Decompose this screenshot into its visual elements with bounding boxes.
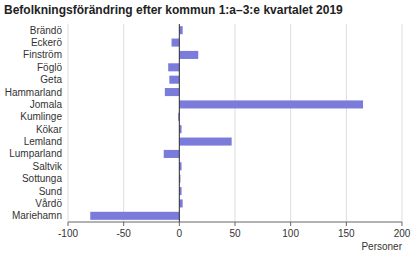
tick-label: 100 <box>282 228 299 239</box>
category-label: Vårdö <box>35 198 62 209</box>
category-label: Mariehamn <box>12 210 62 221</box>
bar <box>179 138 231 146</box>
x-axis-label: Personer <box>361 241 402 252</box>
tick-mark <box>68 222 69 226</box>
bar <box>172 39 180 47</box>
chart: Befolkningsförändring efter kommun 1:a–3… <box>0 0 416 254</box>
zero-line <box>179 24 180 222</box>
bar <box>168 63 179 71</box>
category-label: Eckerö <box>31 37 63 48</box>
tick-label: -100 <box>58 228 78 239</box>
tick-mark <box>179 222 180 226</box>
bar <box>179 51 198 59</box>
tick-label: -50 <box>116 228 131 239</box>
category-label: Lumparland <box>9 148 62 159</box>
tick-mark <box>290 222 291 226</box>
category-label: Kökar <box>36 124 63 135</box>
category-label: Saltvik <box>33 161 63 172</box>
tick-mark <box>346 222 347 226</box>
bar <box>179 199 182 207</box>
tick-mark <box>235 222 236 226</box>
bar <box>165 88 179 96</box>
category-label: Lemland <box>24 136 62 147</box>
bars <box>90 26 363 220</box>
grid-line <box>235 24 236 222</box>
bar <box>169 76 179 84</box>
bar <box>179 26 182 34</box>
tick-label: 200 <box>394 228 411 239</box>
x-axis-line <box>68 222 402 223</box>
category-label: Hammarland <box>5 87 62 98</box>
grid-line <box>68 24 69 222</box>
grid <box>68 24 402 222</box>
category-label: Finström <box>23 49 62 60</box>
tick-label: 150 <box>338 228 355 239</box>
grid-line <box>402 24 403 222</box>
category-label: Föglö <box>37 62 62 73</box>
category-label: Kumlinge <box>20 111 62 122</box>
title: Befolkningsförändring efter kommun 1:a–3… <box>4 3 343 17</box>
bar <box>90 212 179 220</box>
category-label: Jomala <box>30 99 63 110</box>
grid-line <box>179 24 180 222</box>
tick-mark <box>402 222 403 226</box>
tick-label: 50 <box>229 228 241 239</box>
tick-mark <box>123 222 124 226</box>
grid-line <box>123 24 124 222</box>
category-label: Brändö <box>30 25 63 36</box>
grid-line <box>290 24 291 222</box>
bar <box>164 150 180 158</box>
tick-label: 0 <box>177 228 183 239</box>
category-label: Sund <box>39 186 62 197</box>
bar <box>179 100 363 108</box>
grid-line <box>346 24 347 222</box>
category-label: Geta <box>40 74 62 85</box>
category-label: Sottunga <box>22 173 62 184</box>
